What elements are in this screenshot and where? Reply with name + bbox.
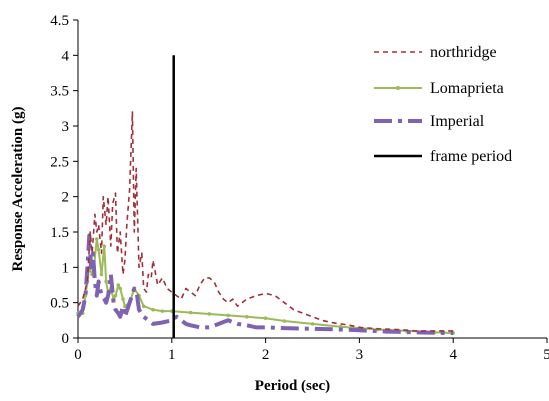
- x-tick-label: 4: [449, 347, 457, 363]
- data-point-lomaprieta: [310, 322, 315, 326]
- y-tick-label: 1.5: [50, 225, 69, 241]
- x-tick-label: 3: [356, 347, 364, 363]
- x-tick-label: 1: [168, 347, 176, 363]
- y-tick-label: 3: [62, 119, 70, 135]
- data-point-lomaprieta: [113, 293, 118, 298]
- data-point-lomaprieta: [123, 304, 127, 309]
- series-line-imperial: [76, 233, 454, 336]
- legend-label-lomaprieta: Lomaprieta: [430, 80, 504, 97]
- y-tick-label: 2.5: [50, 154, 69, 170]
- legend-label-northridge: northridge: [430, 44, 497, 61]
- data-point-lomaprieta: [263, 316, 268, 321]
- data-point-lomaprieta: [121, 297, 125, 301]
- data-point-lomaprieta: [188, 310, 193, 315]
- y-tick-label: 4: [62, 48, 70, 64]
- y-tick-label: 2: [62, 190, 70, 206]
- tick-labels: 0 1 2 3 4 5 0 0.5 1 1.5 2 2.5 3 3.5 4 4.5: [50, 13, 549, 363]
- series-layer: [76, 55, 456, 338]
- data-point-lomaprieta: [102, 244, 107, 248]
- series-line-northridge: [77, 111, 454, 332]
- data-point-lomaprieta: [116, 283, 121, 287]
- data-point-lomaprieta: [160, 309, 165, 313]
- data-point-lomaprieta: [282, 319, 287, 323]
- legend-marker-lomaprieta: [396, 86, 400, 90]
- y-tick-label: 0.5: [50, 296, 69, 312]
- data-point-lomaprieta: [99, 272, 104, 277]
- y-axis-title: Response Acceleration (g): [10, 107, 26, 272]
- x-tick-label: 5: [543, 347, 549, 363]
- data-point-lomaprieta: [226, 313, 230, 318]
- data-point-lomaprieta: [151, 307, 155, 312]
- y-tick-label: 1: [62, 260, 70, 276]
- data-point-lomaprieta: [141, 304, 146, 309]
- legend-label-imperial: Imperial: [430, 113, 485, 130]
- data-point-lomaprieta: [94, 237, 99, 241]
- data-point-lomaprieta: [104, 279, 108, 284]
- data-point-lomaprieta: [245, 315, 249, 319]
- y-tick-label: 0: [62, 331, 70, 347]
- data-point-lomaprieta: [96, 247, 101, 252]
- data-point-lomaprieta: [118, 286, 123, 291]
- data-point-lomaprieta: [207, 312, 212, 316]
- x-tick-label: 2: [262, 347, 270, 363]
- x-axis-title: Period (sec): [255, 378, 330, 394]
- legend: northridge Lomaprieta Imperial frame period: [374, 44, 512, 165]
- legend-label-frame-period: frame period: [430, 148, 512, 165]
- x-tick-label: 0: [74, 347, 82, 363]
- axes: [77, 20, 547, 339]
- y-tick-label: 4.5: [50, 13, 69, 29]
- y-tick-label: 3.5: [50, 84, 69, 100]
